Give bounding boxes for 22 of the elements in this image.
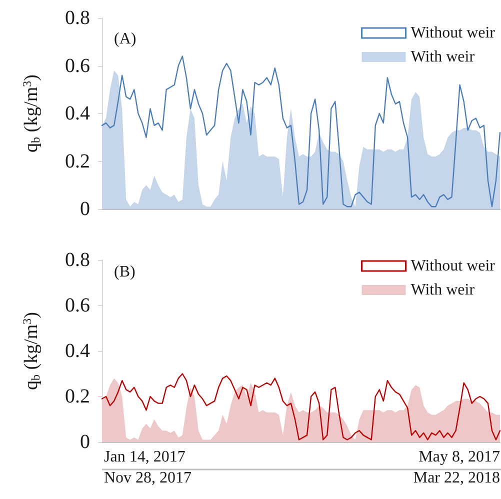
y-tick-label: 0 (80, 198, 90, 220)
y-axis-title: qb (kg/m3) (20, 312, 42, 390)
chart-title: (B) (114, 264, 136, 280)
y-tick-label: 0.2 (65, 386, 90, 408)
text: Jan 14, 2017 (104, 448, 186, 466)
y-tick-label: 0.2 (65, 150, 90, 172)
y-tick-label: 0 (80, 431, 90, 453)
legend-label: With weir (410, 48, 476, 66)
y-tick-label: 0.4 (65, 340, 90, 362)
y-tick-label: 0.8 (65, 7, 90, 29)
y-tick-label: 0.4 (65, 102, 90, 124)
text: May 8, 2017 (418, 448, 500, 466)
text: (A) (114, 30, 136, 48)
y-tick-label: 0.6 (65, 294, 90, 316)
legend-label: Without weir (410, 258, 496, 274)
legend-label: Without weir (410, 24, 496, 42)
text: Mar 22, 2018 (413, 470, 500, 486)
y-axis-title: qb (kg/m3) (20, 74, 42, 152)
y-tick-label: 0.6 (65, 54, 90, 77)
text: Nov 28, 2017 (104, 470, 192, 486)
y-tick-label: 0.8 (65, 249, 90, 271)
legend-label: With weir (410, 282, 476, 298)
